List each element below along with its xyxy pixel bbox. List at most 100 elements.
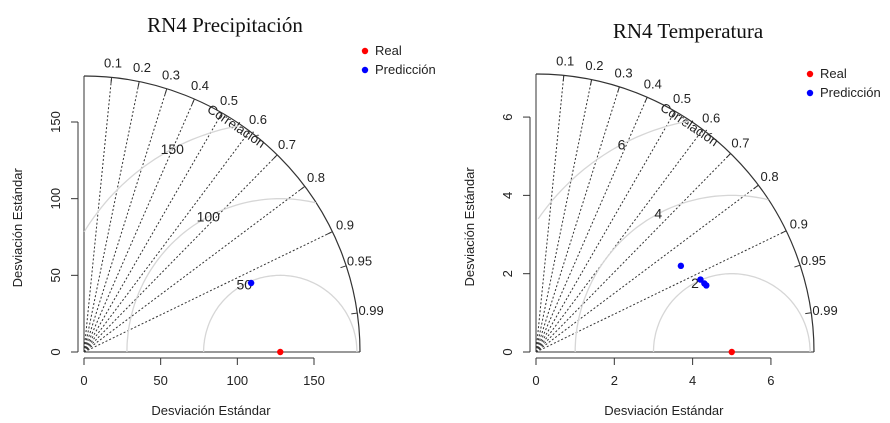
correlation-line [535, 230, 787, 353]
correlation-tick-label: 0.3 [615, 65, 633, 80]
x-tick-label: 6 [767, 373, 774, 388]
x-axis-title: Desviación Estándar [151, 403, 271, 418]
x-tick-label: 0 [532, 373, 539, 388]
correlation-tick-label: 0.7 [278, 137, 296, 152]
legend-marker [806, 89, 814, 97]
correlation-tick-label: 0.99 [812, 303, 837, 318]
data-point-real [277, 348, 284, 356]
rmsd-contour [126, 198, 317, 353]
correlation-tick-label: 0.7 [731, 135, 749, 150]
correlation-tick-label: 0.1 [104, 55, 122, 70]
y-axis-title: Desviación Estándar [462, 167, 477, 287]
legend-label: Predicción [375, 62, 436, 77]
correlation-arc [83, 75, 361, 353]
y-axis-title: Desviación Estándar [10, 168, 25, 288]
y-tick-label: 0 [48, 348, 63, 355]
correlation-arc [535, 73, 815, 353]
correlation-tick [137, 81, 140, 88]
correlation-line [535, 86, 620, 353]
legend-label: Real [375, 43, 402, 58]
correlation-tick-label: 0.95 [347, 253, 372, 268]
x-tick-label: 50 [153, 373, 167, 388]
correlation-line [535, 75, 565, 353]
correlation-line [83, 77, 113, 353]
correlation-line [83, 112, 223, 353]
correlation-line [83, 88, 168, 353]
correlation-tick [617, 86, 620, 93]
legend-marker [361, 47, 369, 55]
correlation-tick-label: 0.3 [162, 67, 180, 82]
rmsd-contour [83, 125, 239, 233]
y-tick-label: 4 [500, 192, 515, 199]
correlation-tick [780, 230, 787, 234]
chart-title: RN4 Precipitación [147, 13, 303, 37]
panel-temperatura: RN4 Temperatura 0 2 4 6 0 2 4 6 Desviación Estánd… [462, 19, 881, 418]
correlation-tick [351, 312, 358, 315]
correlation-tick-label: 0.8 [307, 170, 325, 185]
rmsd-contour [574, 194, 769, 352]
x-tick-label: 100 [226, 373, 248, 388]
correlation-tick-label: 0.5 [673, 91, 691, 106]
correlation-line [83, 185, 306, 353]
rmsd-contour-label: 100 [197, 209, 221, 225]
rmsd-contour-label: 2 [691, 275, 699, 291]
correlation-tick-label: 0.9 [336, 218, 354, 233]
data-point-prediccion [703, 282, 710, 289]
correlation-tick-label: 0.8 [761, 169, 779, 184]
y-tick-label: 100 [48, 188, 63, 210]
rmsd-contour-label: 150 [161, 141, 185, 157]
correlation-line [535, 97, 648, 353]
y-tick-label: 150 [48, 111, 63, 133]
correlation-line [535, 153, 731, 353]
correlation-line [83, 98, 195, 353]
data-point-prediccion [247, 279, 255, 287]
correlation-line [83, 130, 251, 353]
correlation-tick [671, 110, 676, 117]
rmsd-contour [537, 120, 690, 220]
legend-label: Real [820, 66, 847, 81]
correlation-tick-label: 0.6 [702, 110, 720, 125]
correlation-tick-label: 0.1 [556, 53, 574, 68]
correlation-line [83, 231, 333, 353]
correlation-tick [218, 112, 223, 119]
correlation-tick [726, 153, 731, 159]
legend-marker [806, 70, 814, 78]
correlation-tick [326, 231, 333, 235]
correlation-tick [340, 265, 347, 269]
rmsd-contour-label: 6 [618, 137, 626, 153]
correlation-line [535, 184, 759, 353]
y-tick-label: 50 [48, 268, 63, 282]
correlation-tick [698, 129, 704, 135]
correlation-tick-label: 0.99 [358, 303, 383, 318]
y-tick-label: 6 [500, 113, 515, 120]
correlation-tick-label: 0.2 [133, 60, 151, 75]
correlation-line [535, 79, 593, 353]
chart-title: RN4 Temperatura [613, 19, 764, 43]
correlation-line [83, 81, 140, 353]
rmsd-contour-label: 50 [236, 276, 252, 292]
y-tick-label: 0 [500, 348, 515, 355]
correlation-tick [110, 77, 113, 84]
correlation-tick-label: 0.6 [249, 112, 267, 127]
correlation-tick [753, 184, 759, 190]
correlation-tick [794, 264, 801, 268]
correlation-tick-label: 0.4 [644, 76, 662, 91]
correlation-tick [191, 98, 195, 105]
x-tick-label: 2 [611, 373, 618, 388]
panel-precipitacion: RN4 Precipitación 0 50 100 150 0 50 100 150 Desvi… [10, 13, 436, 418]
data-point-prediccion [677, 262, 685, 270]
correlation-tick-label: 0.9 [790, 217, 808, 232]
x-tick-label: 0 [80, 373, 87, 388]
rmsd-contour [652, 273, 811, 352]
correlation-tick [299, 185, 306, 191]
rmsd-contour [202, 274, 358, 352]
correlation-line [535, 129, 704, 353]
correlation-tick-label: 0.5 [220, 93, 238, 108]
correlation-tick [589, 79, 593, 86]
correlation-tick [272, 154, 278, 160]
correlation-tick [164, 88, 168, 95]
rmsd-contour-label: 4 [654, 206, 662, 222]
correlation-tick-label: 0.2 [585, 58, 603, 73]
y-tick-label: 2 [500, 270, 515, 277]
